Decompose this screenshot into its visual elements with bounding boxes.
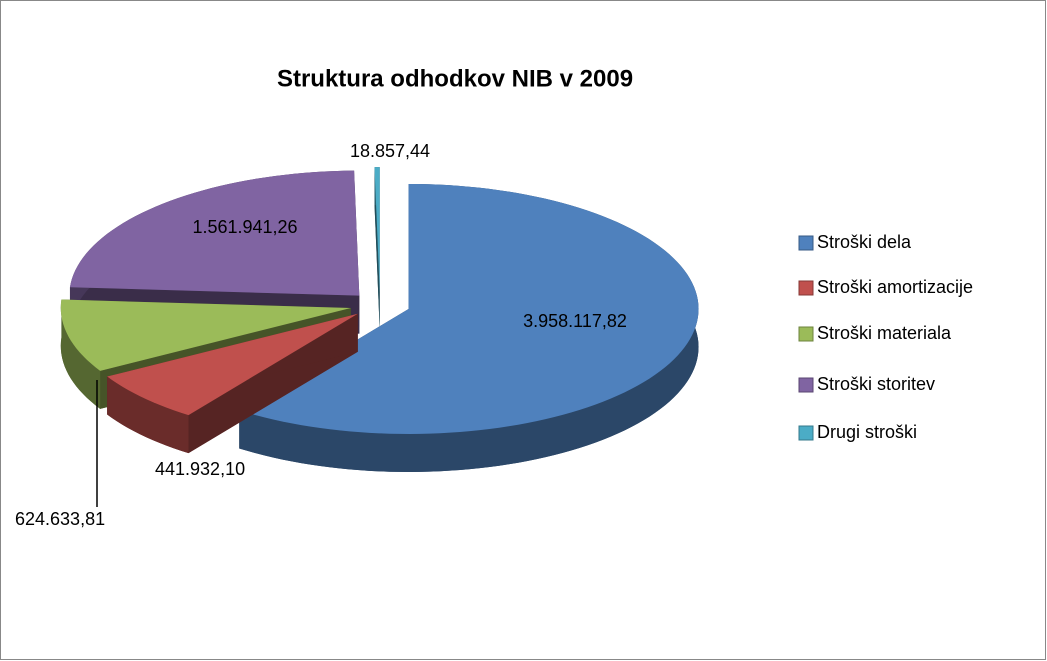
data-label: 624.633,81 [15, 509, 105, 529]
legend-label: Stroški dela [817, 232, 912, 252]
slice-side [239, 183, 699, 472]
pie-slice-group [107, 313, 358, 454]
legend-label: Stroški amortizacije [817, 277, 973, 297]
pie-slice-group [239, 183, 699, 472]
data-label: 441.932,10 [155, 459, 245, 479]
pie-slice [69, 170, 360, 296]
legend-label: Drugi stroški [817, 422, 917, 442]
legend-label: Stroški materiala [817, 323, 952, 343]
data-label: 18.857,44 [350, 141, 430, 161]
slice-side [374, 167, 380, 331]
pie-slice [374, 167, 380, 293]
slice-side [107, 376, 189, 454]
legend-label: Stroški storitev [817, 374, 935, 394]
pie-slice [107, 313, 358, 416]
chart-title: Struktura odhodkov NIB v 2009 [277, 65, 633, 92]
legend-swatch [798, 235, 814, 251]
legend-swatch [798, 425, 814, 441]
legend-swatch [798, 326, 814, 342]
slice-side [60, 299, 101, 409]
pie-slice [239, 183, 699, 434]
data-label: 1.561.941,26 [192, 217, 297, 237]
legend-swatch [798, 377, 814, 393]
pie-slice [60, 299, 351, 371]
pie-slice-group [374, 167, 380, 331]
legend-swatch [798, 280, 814, 296]
data-label: 3.958.117,82 [523, 311, 627, 331]
